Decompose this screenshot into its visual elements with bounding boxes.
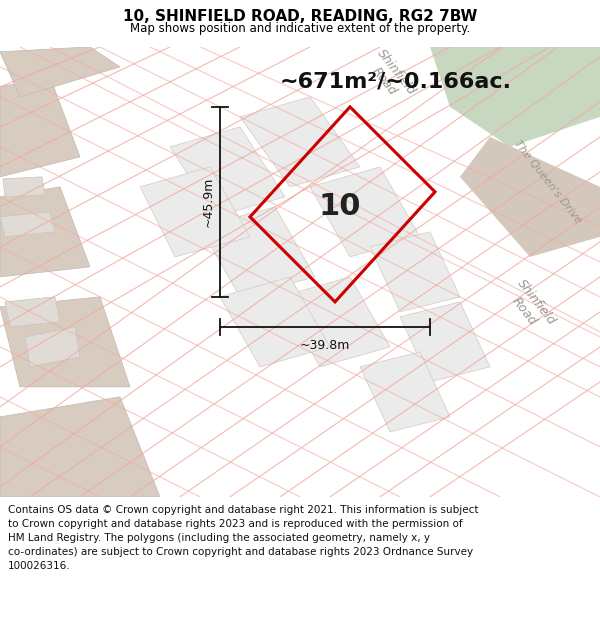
Polygon shape [220, 277, 330, 367]
Polygon shape [0, 77, 80, 177]
Polygon shape [460, 137, 600, 257]
Polygon shape [240, 97, 360, 187]
Polygon shape [5, 297, 60, 327]
Text: Contains OS data © Crown copyright and database right 2021. This information is : Contains OS data © Crown copyright and d… [8, 505, 479, 571]
Polygon shape [360, 352, 450, 432]
Text: 10: 10 [319, 192, 361, 221]
Text: ~671m²/~0.166ac.: ~671m²/~0.166ac. [280, 72, 512, 92]
Polygon shape [200, 207, 315, 297]
Polygon shape [400, 302, 490, 382]
Polygon shape [430, 47, 600, 147]
Polygon shape [310, 167, 420, 257]
Text: ~45.9m: ~45.9m [202, 177, 215, 227]
Text: Map shows position and indicative extent of the property.: Map shows position and indicative extent… [130, 22, 470, 35]
Text: Shinfield
Road: Shinfield Road [502, 277, 558, 337]
Text: 10, SHINFIELD ROAD, READING, RG2 7BW: 10, SHINFIELD ROAD, READING, RG2 7BW [123, 9, 477, 24]
Text: The Queen's Drive: The Queen's Drive [512, 138, 584, 226]
Polygon shape [140, 167, 250, 257]
Polygon shape [0, 187, 90, 277]
Polygon shape [25, 327, 80, 367]
Polygon shape [280, 277, 390, 367]
Polygon shape [0, 212, 55, 237]
Polygon shape [0, 297, 130, 387]
Polygon shape [3, 177, 45, 197]
Polygon shape [0, 397, 160, 497]
Polygon shape [0, 47, 120, 97]
Text: ~39.8m: ~39.8m [300, 339, 350, 352]
Text: Shinfield
Road: Shinfield Road [362, 47, 418, 107]
Polygon shape [370, 232, 460, 312]
Polygon shape [170, 127, 285, 217]
